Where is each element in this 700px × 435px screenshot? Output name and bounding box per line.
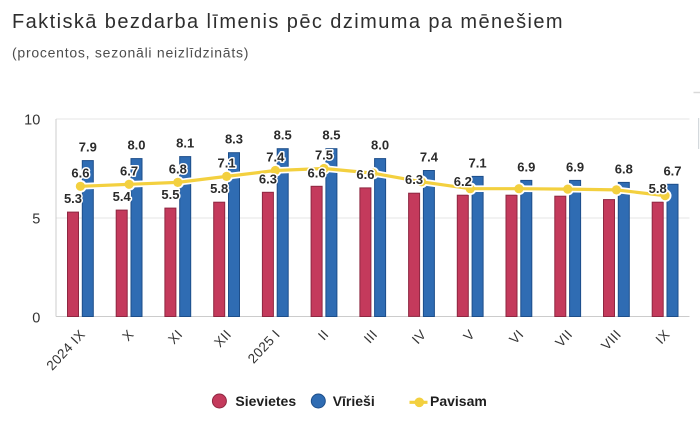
svg-text:7.9: 7.9 — [79, 140, 97, 155]
svg-text:Pavisam: Pavisam — [430, 393, 487, 409]
svg-text:6.8: 6.8 — [615, 161, 633, 176]
svg-text:Faktiskā bezdarba līmenis pēc: Faktiskā bezdarba līmenis pēc dzimuma pa… — [12, 11, 564, 33]
svg-text:6.2: 6.2 — [454, 174, 472, 189]
svg-text:6.8: 6.8 — [169, 161, 187, 176]
svg-text:7.4: 7.4 — [420, 150, 439, 165]
svg-text:7.5: 7.5 — [315, 148, 333, 163]
svg-text:6.9: 6.9 — [566, 159, 584, 174]
svg-text:6.9: 6.9 — [517, 159, 535, 174]
svg-text:8.3: 8.3 — [225, 132, 243, 147]
svg-text:6.7: 6.7 — [120, 163, 138, 178]
svg-text:7.4: 7.4 — [266, 150, 285, 165]
svg-text:Vīrieši: Vīrieši — [333, 393, 375, 409]
svg-text:6.6: 6.6 — [71, 165, 89, 180]
svg-text:7.1: 7.1 — [469, 155, 487, 170]
svg-text:5.5: 5.5 — [161, 187, 179, 202]
svg-text:5.4: 5.4 — [113, 189, 132, 204]
svg-text:5: 5 — [32, 212, 40, 228]
svg-text:5.3: 5.3 — [64, 191, 82, 206]
svg-text:(procentos, sezonāli neizlīdzi: (procentos, sezonāli neizlīdzināts) — [12, 45, 249, 61]
svg-text:8.1: 8.1 — [176, 136, 194, 151]
svg-text:6.7: 6.7 — [663, 163, 681, 178]
svg-text:0: 0 — [32, 310, 40, 326]
svg-text:10: 10 — [24, 113, 40, 129]
svg-text:8.5: 8.5 — [274, 128, 292, 143]
svg-text:8.0: 8.0 — [127, 138, 145, 153]
svg-text:7.1: 7.1 — [218, 155, 236, 170]
svg-text:Sievietes: Sievietes — [235, 393, 296, 409]
svg-text:6.6: 6.6 — [308, 165, 326, 180]
svg-text:5.8: 5.8 — [649, 181, 667, 196]
svg-text:5.8: 5.8 — [210, 181, 228, 196]
svg-text:8.5: 8.5 — [322, 128, 340, 143]
svg-text:6.6: 6.6 — [356, 167, 374, 182]
svg-text:6.3: 6.3 — [405, 172, 423, 187]
svg-text:6.3: 6.3 — [259, 171, 277, 186]
svg-text:8.0: 8.0 — [371, 138, 389, 153]
